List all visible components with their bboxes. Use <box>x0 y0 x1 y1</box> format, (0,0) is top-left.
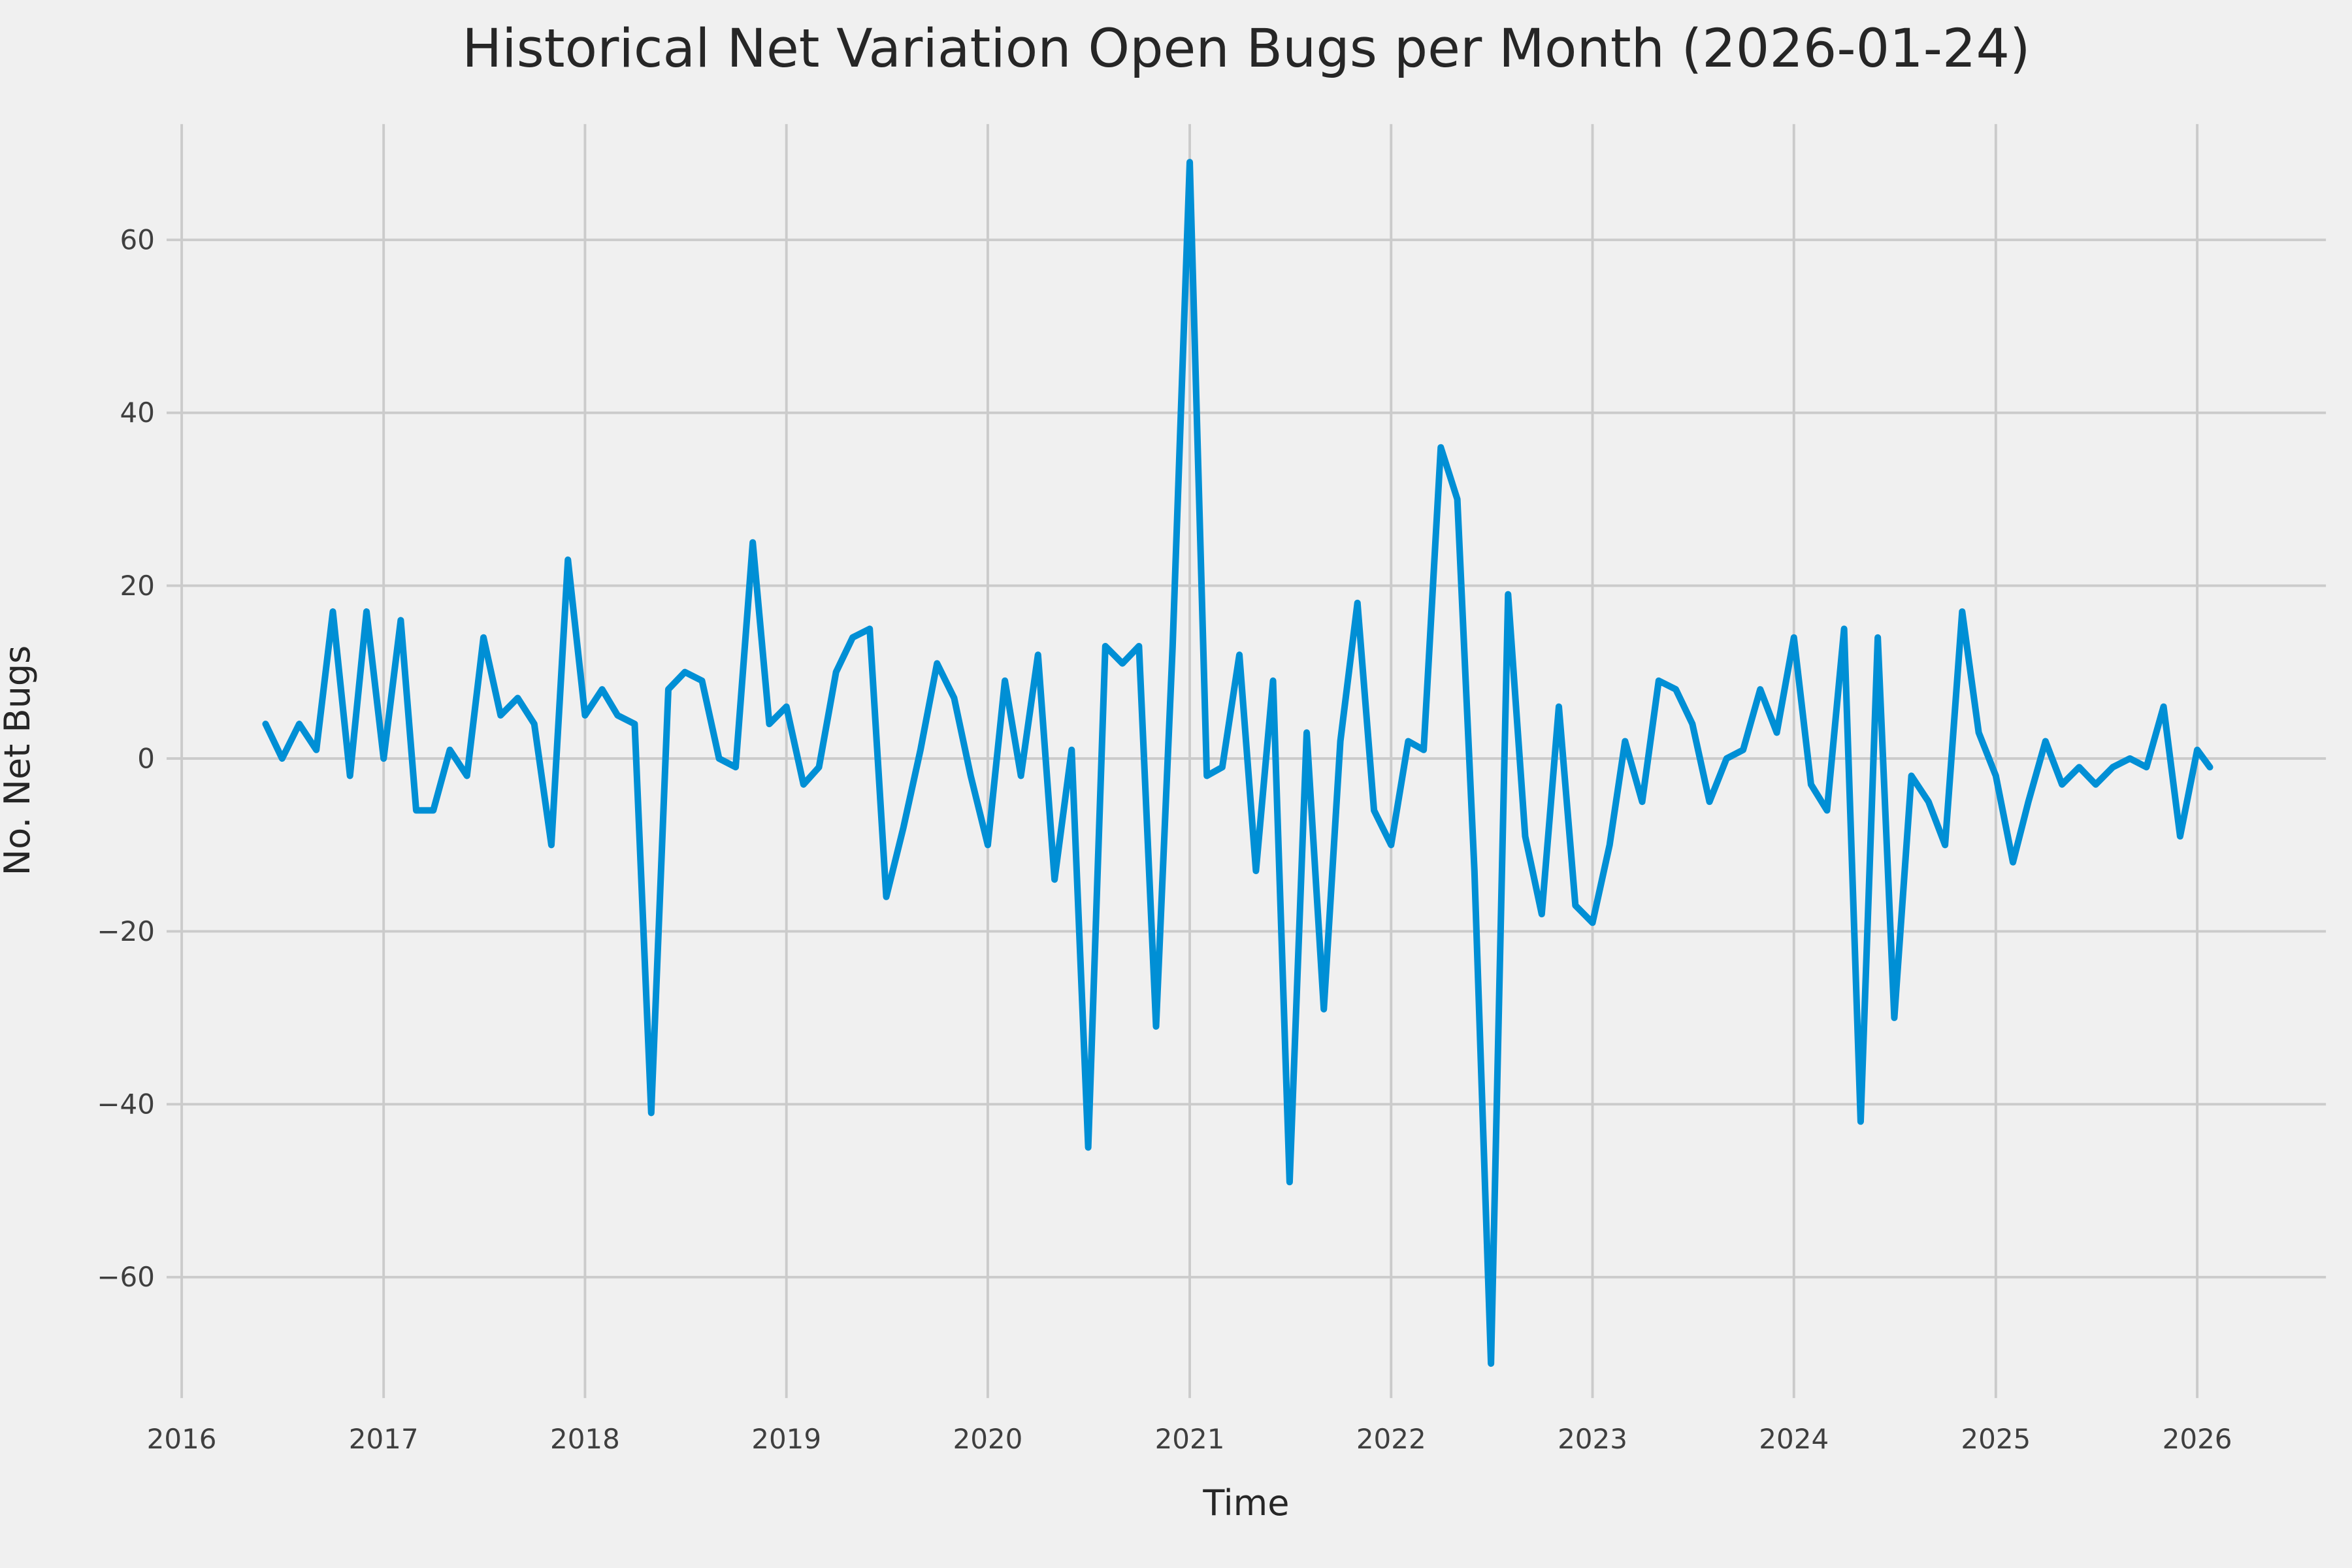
y-tick-labels: −60 −40 −20 0 20 40 60 <box>97 224 155 1294</box>
y-tick-40: 40 <box>120 397 155 429</box>
x-tick-2024: 2024 <box>1759 1423 1829 1455</box>
y-tick--40: −40 <box>97 1088 155 1120</box>
x-tick-2026: 2026 <box>2163 1423 2232 1455</box>
x-tick-2018: 2018 <box>550 1423 620 1455</box>
data-series-line <box>262 159 2213 1367</box>
x-axis-label: Time <box>1202 1482 1289 1524</box>
y-tick--60: −60 <box>97 1261 155 1293</box>
x-tick-2022: 2022 <box>1356 1423 1426 1455</box>
x-tick-2017: 2017 <box>349 1423 419 1455</box>
x-tick-2020: 2020 <box>953 1423 1022 1455</box>
x-tick-labels: 2016 2017 2018 2019 2020 2021 2022 2023 2024 2025… <box>147 1423 2232 1455</box>
y-axis-label: No. Net Bugs <box>0 645 38 875</box>
x-tick-2025: 2025 <box>1961 1423 2031 1455</box>
y-tick-60: 60 <box>120 224 155 256</box>
x-tick-2019: 2019 <box>751 1423 821 1455</box>
y-tick-0: 0 <box>137 742 155 774</box>
chart-title: Historical Net Variation Open Bugs per M… <box>462 18 2030 80</box>
y-tick--20: −20 <box>97 915 155 947</box>
line-series <box>262 159 2213 1367</box>
x-tick-2023: 2023 <box>1558 1423 1627 1455</box>
y-tick-20: 20 <box>120 570 155 602</box>
x-tick-2016: 2016 <box>147 1423 217 1455</box>
x-tick-2021: 2021 <box>1155 1423 1225 1455</box>
